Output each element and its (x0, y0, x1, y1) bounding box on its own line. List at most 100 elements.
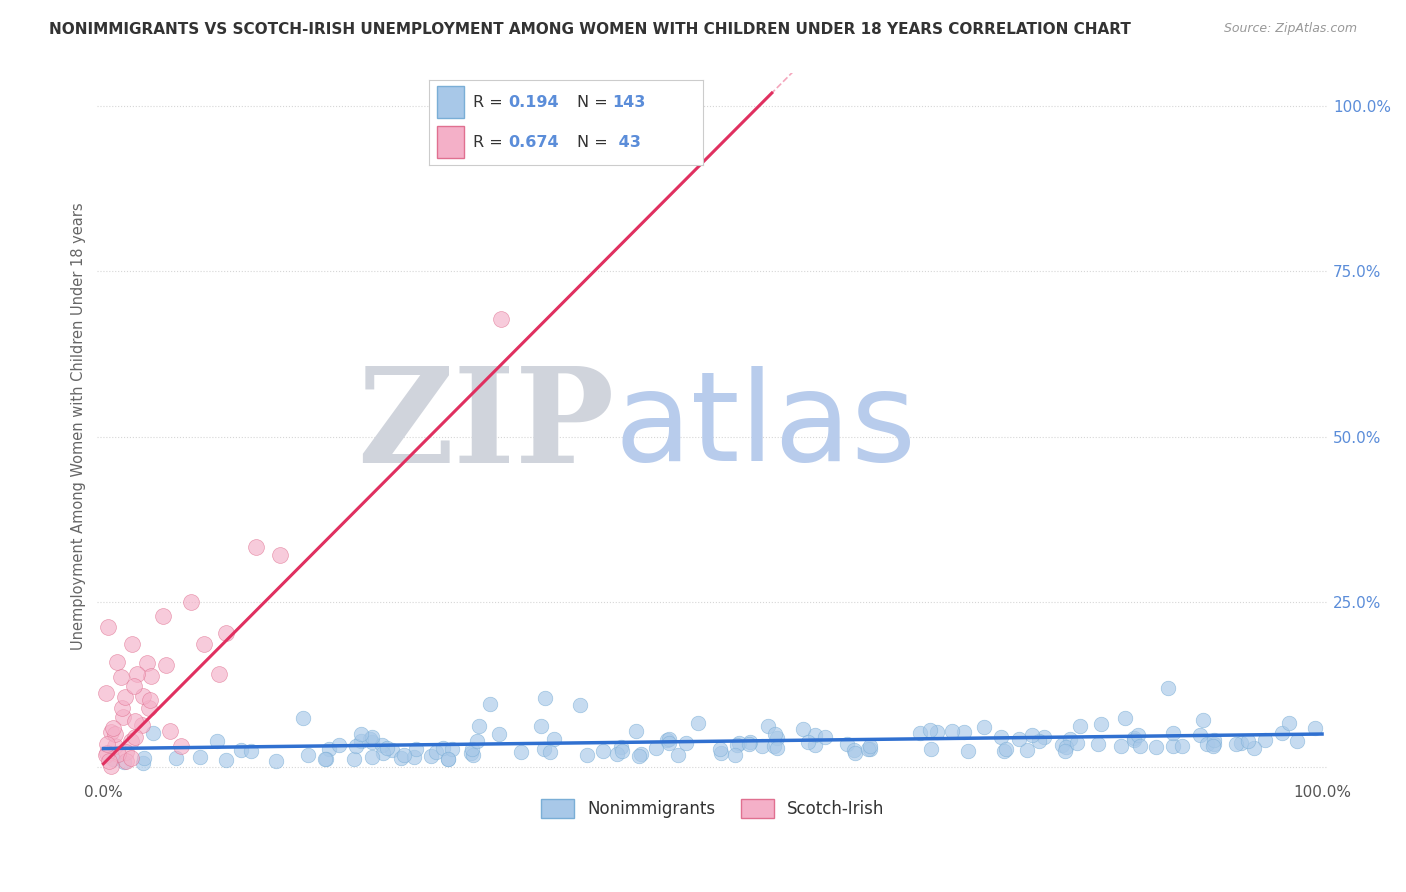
Point (1204, 737, 1226, 751)
Point (1237, 734, 1260, 748)
Point (193, 637, 215, 651)
Point (534, 690, 557, 705)
Point (120, 751, 142, 765)
Point (139, 669, 162, 683)
Point (1090, 717, 1112, 731)
Point (1059, 732, 1081, 747)
Point (314, 752, 336, 766)
Point (925, 725, 948, 739)
Point (440, 742, 463, 756)
Point (1171, 739, 1194, 753)
Point (425, 745, 447, 759)
Point (1144, 740, 1167, 755)
Point (371, 738, 394, 752)
Text: Source: ZipAtlas.com: Source: ZipAtlas.com (1223, 22, 1357, 36)
Point (169, 739, 191, 753)
Point (104, 727, 127, 741)
Point (1229, 736, 1251, 750)
Text: R =: R = (472, 135, 508, 150)
Point (859, 741, 882, 756)
Point (124, 714, 146, 728)
Point (1008, 731, 1031, 746)
Point (657, 733, 679, 747)
Point (1243, 740, 1265, 755)
Point (159, 724, 181, 739)
Point (804, 739, 827, 753)
Point (1122, 732, 1144, 747)
Point (138, 701, 160, 715)
Point (292, 710, 315, 724)
Point (269, 548, 291, 562)
Point (188, 750, 211, 764)
Point (763, 739, 786, 753)
Point (240, 744, 263, 758)
Point (1286, 734, 1309, 748)
Point (215, 626, 238, 640)
Point (460, 746, 482, 760)
Point (724, 747, 747, 762)
Point (112, 710, 135, 724)
Point (315, 752, 337, 766)
Point (1021, 728, 1043, 742)
Point (420, 749, 443, 764)
Point (952, 724, 974, 739)
Point (844, 742, 866, 756)
Point (1087, 737, 1109, 751)
Point (1017, 743, 1039, 757)
Point (436, 752, 458, 766)
Point (530, 718, 553, 732)
Text: 143: 143 (613, 95, 645, 110)
Point (114, 754, 136, 768)
Point (990, 731, 1012, 745)
Legend: Nonimmigrants, Scotch-Irish: Nonimmigrants, Scotch-Irish (534, 792, 891, 825)
Point (131, 718, 153, 732)
Point (180, 595, 202, 609)
Text: ZIP: ZIP (357, 362, 614, 491)
Point (610, 744, 633, 758)
Point (205, 734, 228, 748)
Point (668, 748, 690, 763)
Point (114, 690, 136, 705)
Point (918, 723, 941, 738)
Point (1032, 730, 1054, 744)
Point (152, 609, 174, 624)
Point (350, 726, 373, 740)
Point (97, 754, 120, 768)
Point (94, 686, 117, 700)
Point (105, 655, 128, 669)
Point (359, 731, 381, 746)
Point (111, 701, 134, 715)
Point (131, 690, 153, 704)
Point (920, 742, 942, 756)
Point (1303, 721, 1326, 735)
Point (467, 719, 489, 733)
Point (207, 667, 229, 681)
Point (658, 731, 681, 746)
Point (675, 736, 697, 750)
Point (1271, 725, 1294, 739)
Text: 0.674: 0.674 (509, 135, 560, 150)
Point (361, 749, 384, 764)
Text: N =: N = (576, 135, 613, 150)
Point (1066, 736, 1088, 750)
Point (389, 751, 412, 765)
Point (465, 734, 488, 748)
Point (804, 728, 827, 742)
Point (124, 730, 146, 744)
Point (592, 744, 614, 758)
Point (96, 737, 118, 751)
Point (478, 697, 501, 711)
Point (835, 737, 858, 751)
Point (328, 738, 350, 752)
Point (404, 749, 426, 764)
Point (488, 727, 510, 741)
Point (122, 679, 145, 693)
Point (628, 748, 651, 763)
Point (100, 759, 122, 773)
Point (121, 637, 143, 651)
Point (725, 738, 748, 752)
Point (751, 739, 773, 753)
Point (361, 731, 384, 745)
Point (142, 725, 165, 739)
Point (132, 756, 155, 770)
